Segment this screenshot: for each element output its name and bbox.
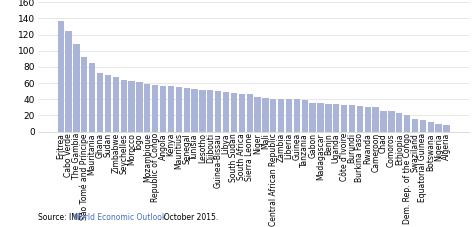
Bar	[128, 81, 135, 132]
Bar	[301, 100, 308, 132]
Bar	[89, 63, 95, 132]
Bar	[341, 105, 347, 132]
Bar	[199, 90, 206, 132]
Bar	[365, 107, 371, 132]
Bar	[238, 94, 245, 132]
Bar	[388, 111, 394, 132]
Bar	[412, 119, 418, 132]
Bar	[443, 125, 450, 132]
Bar	[231, 93, 237, 132]
Bar	[262, 98, 269, 132]
Bar	[215, 91, 221, 132]
Bar	[255, 97, 261, 132]
Text: World Economic Outlook: World Economic Outlook	[73, 213, 167, 222]
Bar	[380, 111, 387, 132]
Bar	[168, 86, 174, 132]
Bar	[136, 82, 143, 132]
Bar	[349, 105, 355, 132]
Bar	[325, 104, 331, 132]
Bar	[183, 88, 190, 132]
Bar	[113, 77, 119, 132]
Bar	[420, 120, 426, 132]
Bar	[65, 31, 72, 132]
Bar	[97, 74, 103, 132]
Bar	[428, 122, 434, 132]
Bar	[333, 104, 339, 132]
Bar	[152, 85, 158, 132]
Bar	[81, 57, 87, 132]
Bar	[436, 123, 442, 132]
Bar	[270, 99, 276, 132]
Bar	[207, 90, 213, 132]
Bar	[404, 115, 410, 132]
Bar	[318, 103, 324, 132]
Bar	[144, 84, 150, 132]
Text: Source: IMF: Source: IMF	[38, 213, 84, 222]
Bar	[373, 107, 379, 132]
Bar	[357, 106, 363, 132]
Bar	[278, 99, 284, 132]
Bar	[310, 103, 316, 132]
Bar	[105, 75, 111, 132]
Bar	[223, 92, 229, 132]
Bar	[73, 44, 80, 132]
Text: . October 2015.: . October 2015.	[159, 213, 218, 222]
Bar	[160, 86, 166, 132]
Bar	[246, 94, 253, 132]
Bar	[286, 99, 292, 132]
Bar	[191, 89, 198, 132]
Bar	[57, 21, 64, 132]
Bar	[120, 80, 127, 132]
Bar	[176, 87, 182, 132]
Bar	[294, 99, 300, 132]
Bar	[396, 113, 402, 132]
